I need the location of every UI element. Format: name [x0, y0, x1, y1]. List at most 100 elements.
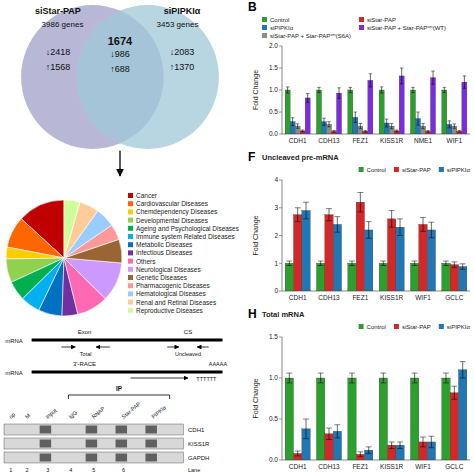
annotation: CDH1 — [188, 427, 205, 433]
error-cap — [460, 361, 466, 362]
tick-label: 1.5 — [269, 64, 278, 71]
error-cap — [295, 221, 301, 222]
legend-swatch — [128, 275, 133, 280]
error-cap — [349, 92, 353, 93]
error-cap — [332, 130, 336, 131]
panel-title: B — [248, 0, 257, 14]
bar — [348, 378, 356, 460]
legend-label: siPIPKIα — [447, 167, 471, 173]
mrna-line — [32, 339, 223, 342]
error-cap — [420, 437, 426, 438]
bar — [363, 131, 368, 134]
error-bar — [322, 118, 326, 125]
error-cap — [390, 123, 394, 124]
error-cap — [327, 126, 331, 127]
error-line — [386, 119, 387, 127]
tick-label: 1.0 — [269, 374, 278, 381]
error-cap — [303, 202, 309, 203]
error-line — [445, 261, 446, 265]
error-cap — [412, 261, 418, 262]
error-line — [454, 386, 455, 399]
error-cap — [420, 446, 426, 447]
legend-label: Neurological Diseases — [136, 266, 201, 274]
bar — [427, 230, 435, 291]
legend-swatch — [262, 25, 267, 30]
annotation: Exon — [78, 329, 92, 335]
error-cap — [322, 118, 326, 119]
error-line — [381, 87, 382, 93]
legend: ControlsiPIPKIαsiStar-PAP + Star-PAPˢᵐ(S… — [262, 17, 446, 39]
error-bar — [286, 373, 292, 383]
legend-label: Immune system Related Diseases — [136, 233, 235, 241]
legend-swatch — [359, 167, 364, 172]
bracket — [68, 395, 169, 399]
error-bar — [349, 87, 353, 92]
legend-label: Control — [367, 167, 386, 173]
tick-label: 1 — [274, 260, 278, 267]
annotation: 1 — [9, 467, 12, 473]
tick-label: 1.0 — [269, 86, 278, 93]
panel-title: F — [248, 150, 255, 164]
legend-label: siStar-PAP — [402, 324, 431, 330]
error-line — [459, 130, 460, 132]
error-line — [431, 436, 432, 447]
error-bar — [412, 261, 418, 265]
gel-row — [4, 438, 183, 449]
annotation: Lane — [188, 467, 200, 473]
error-cap — [397, 235, 403, 236]
error-bar — [295, 451, 301, 456]
annotation: CS — [184, 329, 192, 335]
annotation: 1674 — [108, 35, 133, 47]
error-line — [462, 264, 463, 270]
gel-band — [116, 440, 128, 448]
error-bar — [303, 419, 309, 439]
error-cap — [286, 373, 292, 374]
legend-label: Control — [270, 17, 289, 23]
legend-label: Metabolic Diseases — [136, 241, 193, 248]
plot-area — [285, 192, 467, 291]
legend-swatch — [394, 324, 399, 329]
bar — [365, 230, 373, 291]
error-cap — [332, 132, 336, 133]
error-bar — [380, 261, 386, 265]
error-line — [289, 373, 290, 383]
error-line — [329, 122, 330, 127]
tick-label: NME1 — [414, 137, 432, 144]
error-bar — [359, 123, 363, 128]
legend-label: Ageing and Psychological Diseases — [136, 225, 240, 233]
legend-swatch — [128, 308, 133, 313]
slice — [64, 200, 80, 258]
bar — [348, 90, 353, 134]
bar — [462, 82, 467, 134]
error-bar — [349, 261, 355, 265]
error-cap — [460, 269, 466, 270]
legend-swatch — [394, 167, 399, 172]
error-cap — [303, 419, 309, 420]
error-line — [292, 118, 293, 126]
panel-title: H — [248, 307, 257, 321]
x-axis — [282, 291, 470, 292]
bar-panel: B ControlsiPIPKIαsiStar-PAP + Star-PAPˢᵐ(… — [248, 0, 470, 144]
error-bar — [390, 123, 394, 128]
error-cap — [301, 130, 305, 131]
gel-band — [145, 426, 157, 434]
legend-swatch — [128, 259, 133, 264]
tick — [279, 460, 282, 461]
error-cap — [291, 117, 295, 118]
error-cap — [411, 92, 415, 93]
error-cap — [451, 399, 457, 400]
annotation: PIPKlα — [150, 404, 167, 420]
tick-label: KISS1R — [380, 137, 403, 144]
tick-label: 0.5 — [269, 415, 278, 422]
gel-band — [40, 440, 52, 448]
error-cap — [306, 102, 310, 103]
error-cap — [380, 93, 384, 94]
error-cap — [395, 130, 399, 131]
plot-area — [285, 68, 467, 134]
error-cap — [296, 123, 300, 124]
error-bar — [354, 112, 358, 123]
annotation: 3453 genes — [157, 20, 199, 29]
error-cap — [354, 122, 358, 123]
error-cap — [385, 126, 389, 127]
error-cap — [460, 378, 466, 379]
